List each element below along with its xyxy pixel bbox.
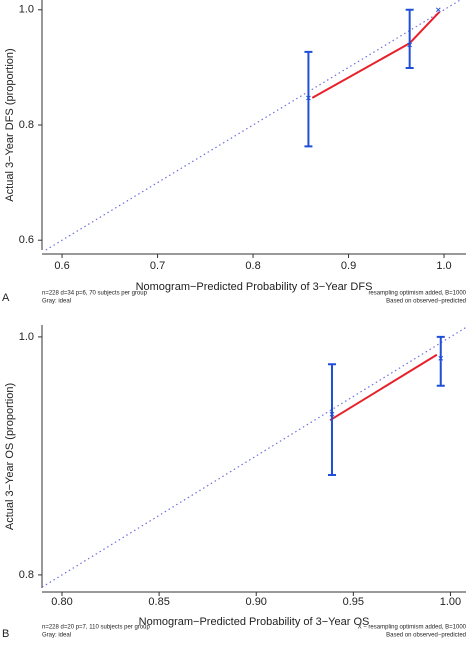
x-tick-label: 0.7 <box>150 260 165 272</box>
x-tick-label: 1.00 <box>440 596 461 608</box>
error-bar <box>327 363 336 476</box>
point <box>306 95 311 101</box>
note: X − resampling optimism added, B=1000 <box>358 625 467 631</box>
x-tick-label: 0.95 <box>343 596 364 608</box>
point <box>407 42 413 48</box>
panel-label: A <box>2 292 10 304</box>
y-tick-label: 1.0 <box>19 331 34 343</box>
error-bar <box>405 8 414 69</box>
ideal-line <box>41 326 467 588</box>
x-tick-label: 0.80 <box>51 596 72 608</box>
note: resampling optimism added, B=1000 <box>368 291 466 297</box>
ideal-line <box>45 0 461 251</box>
y-tick-label: 1.0 <box>19 4 34 16</box>
x-axis-label: Nomogram−Predicted Probability of 3−Year… <box>139 616 370 628</box>
x-tick-label: 0.6 <box>54 260 69 272</box>
x-tick-label: 1.0 <box>436 260 451 272</box>
note: Based on observed−predicted <box>386 299 466 305</box>
corrected-line <box>329 353 438 422</box>
x-tick-label: 0.90 <box>246 596 267 608</box>
point <box>329 411 335 417</box>
point <box>435 7 441 13</box>
y-tick-label: 0.6 <box>19 234 34 246</box>
x-tick-label: 0.9 <box>341 260 356 272</box>
x-tick-label: 0.8 <box>245 260 260 272</box>
panel-label: B <box>2 628 9 640</box>
y-axis-label: Actual 3−Year DFS (proportion) <box>4 48 16 201</box>
note: Based on observed−predicted <box>386 633 466 639</box>
y-tick-label: 0.8 <box>19 569 34 581</box>
note: n=228 d=20 p=7, 110 subjects per group <box>42 625 150 631</box>
note: Gray: ideal <box>42 633 71 639</box>
corrected-line <box>311 11 440 99</box>
point <box>438 355 444 361</box>
note: n=228 d=34 p=6, 70 subjects per group <box>42 291 148 297</box>
note: Gray: ideal <box>42 299 71 305</box>
error-bar <box>304 50 313 148</box>
error-bar <box>436 335 445 387</box>
x-axis-label: Nomogram−Predicted Probability of 3−Year… <box>136 281 373 293</box>
y-axis-label: Actual 3−Year OS (proportion) <box>4 383 16 530</box>
x-tick-label: 0.85 <box>148 596 169 608</box>
y-tick-label: 0.8 <box>19 119 34 131</box>
